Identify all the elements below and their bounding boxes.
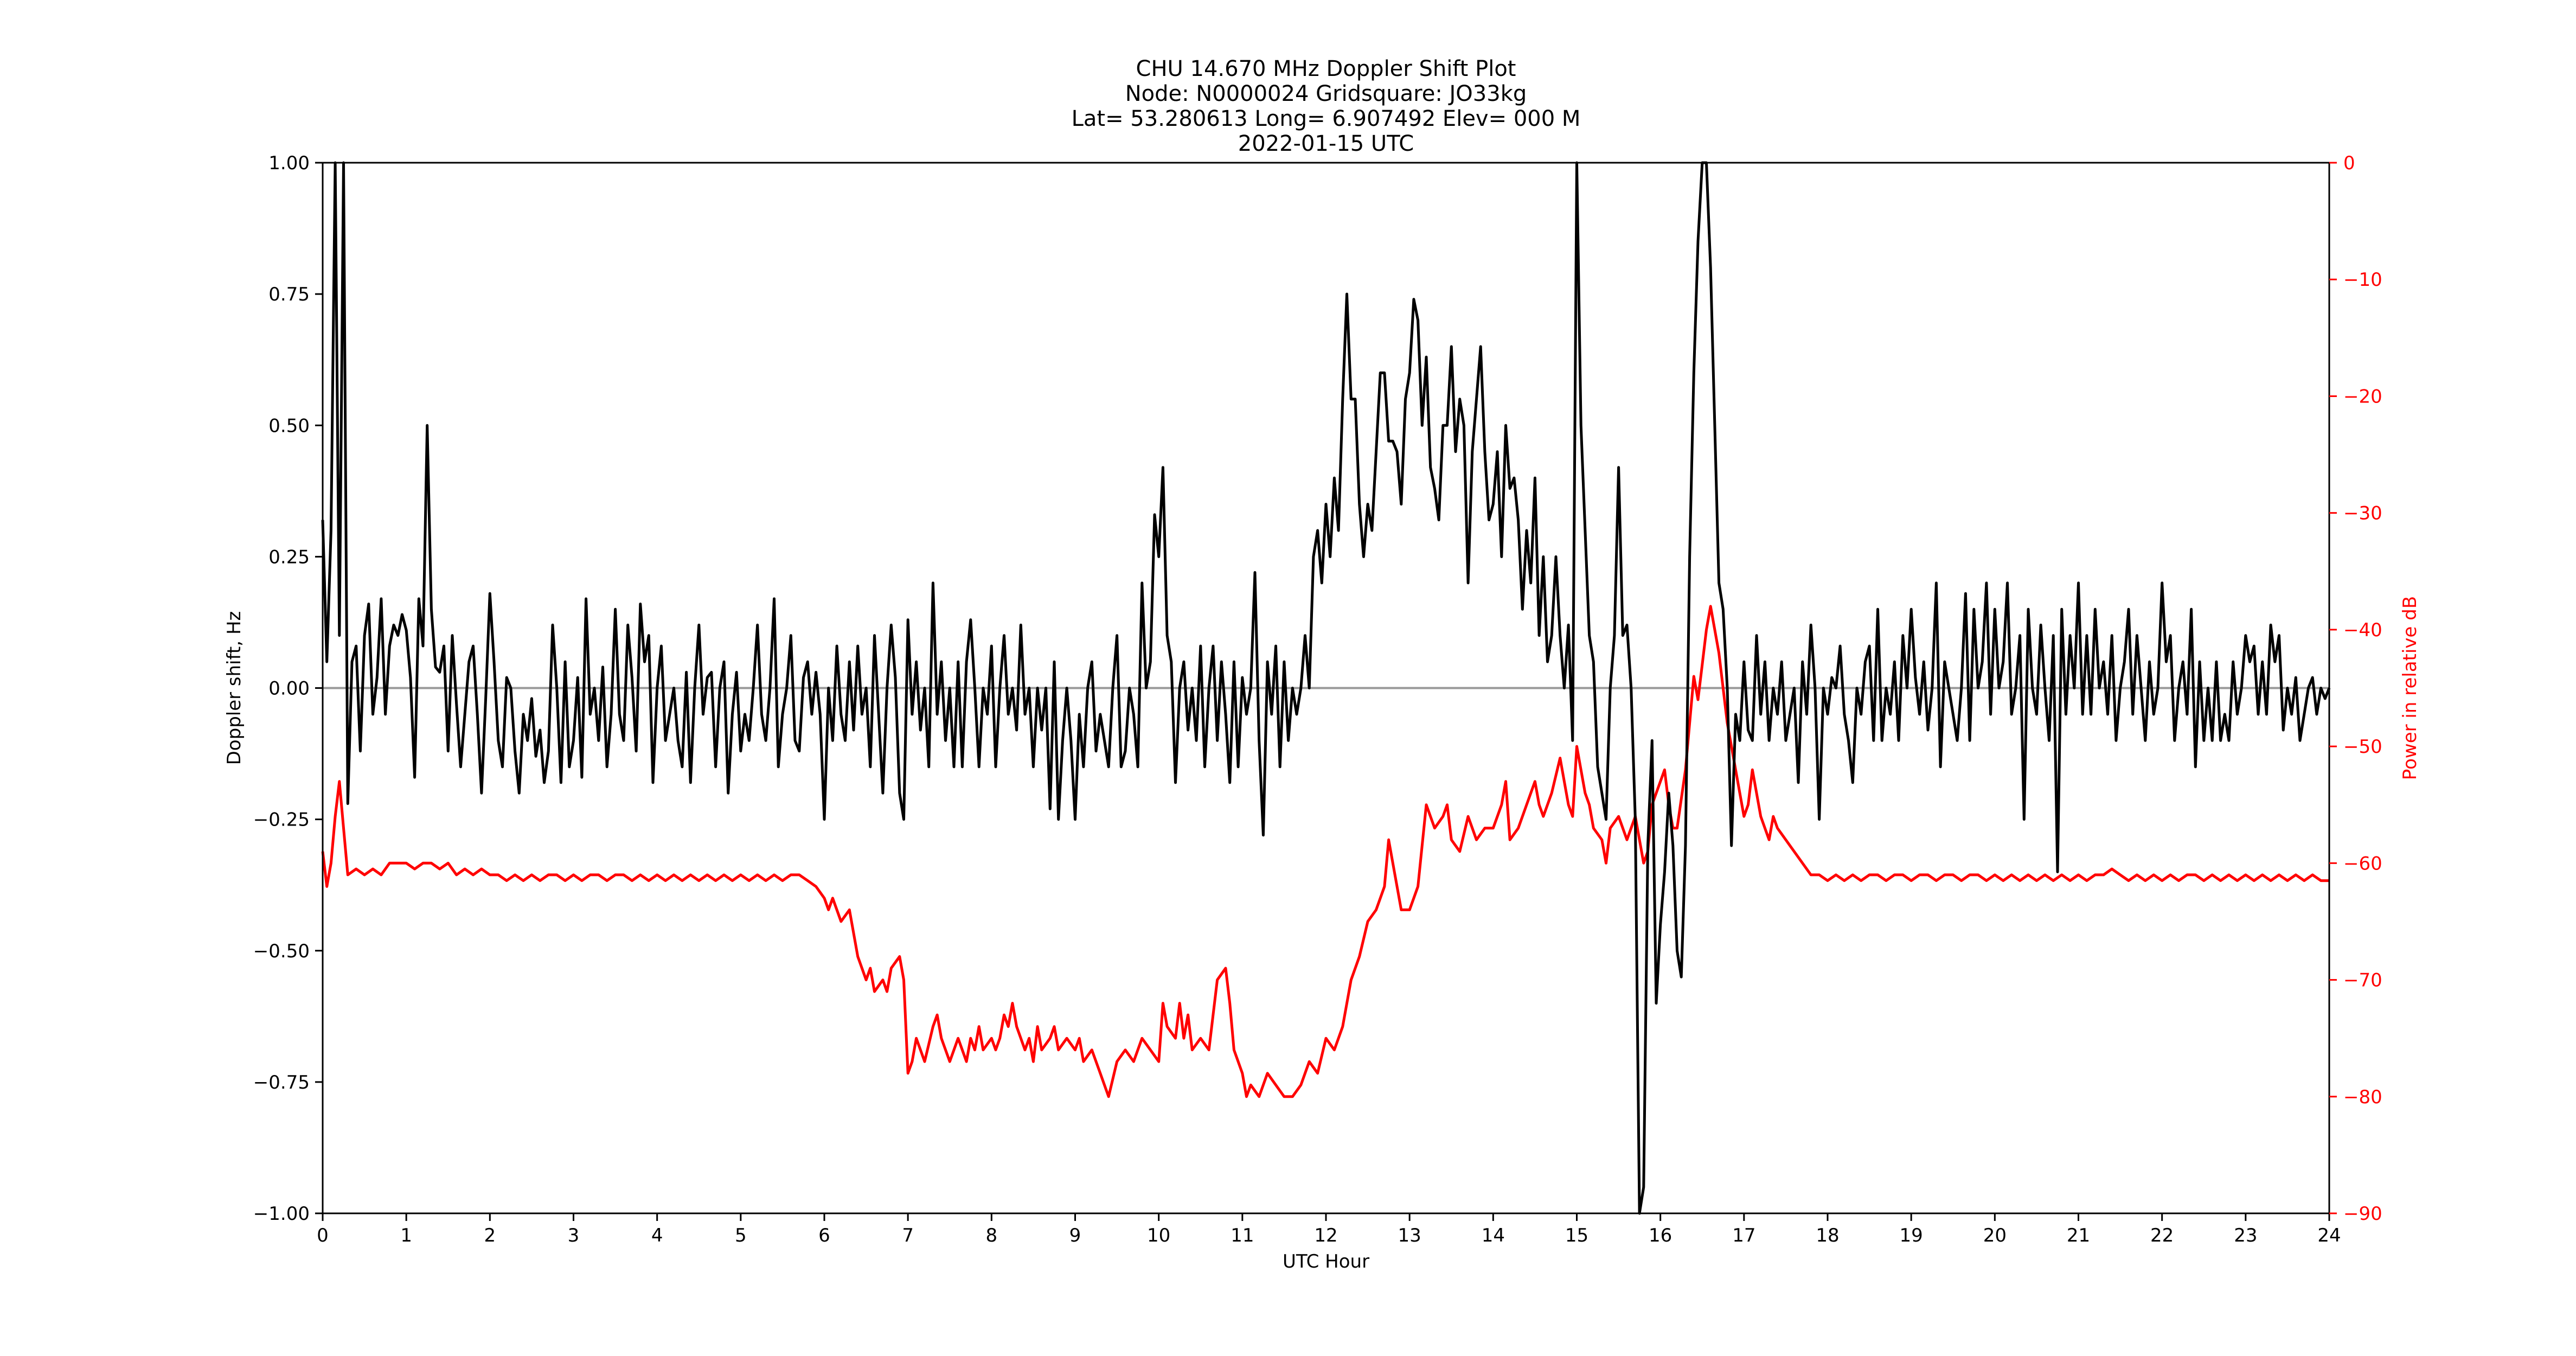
x-tick-label: 1 — [400, 1225, 412, 1246]
y-tick-label-left: −0.25 — [253, 809, 310, 831]
x-tick-label: 9 — [1069, 1225, 1081, 1246]
y-tick-label-left: 1.00 — [268, 152, 310, 174]
title-line-2: Node: N0000024 Gridsquare: JO33kg — [1125, 81, 1527, 106]
x-tick-label: 4 — [651, 1225, 663, 1246]
y-tick-label-left: −0.75 — [253, 1072, 310, 1093]
x-tick-label: 12 — [1314, 1225, 1337, 1246]
x-tick-label: 21 — [2067, 1225, 2090, 1246]
y-axis-label-left: Doppler shift, Hz — [223, 611, 245, 765]
x-axis: 0 1 2 3 4 5 6 7 8 9 10 11 12 13 14 15 16 17 18 19 20 21 22 23 24 — [317, 1213, 2341, 1246]
y-axis-right: −90 −80 −70 −60 −50 −40 −30 −20 −10 0 — [2329, 152, 2382, 1225]
y-tick-label-right: −10 — [2343, 269, 2382, 291]
doppler-series-line — [321, 161, 2331, 1215]
y-axis-label-right: Power in relative dB — [2399, 596, 2421, 780]
y-axis-left: −1.00 −0.75 −0.50 −0.25 0.00 0.25 0.50 0.75 1.00 — [253, 152, 323, 1225]
x-tick-label: 15 — [1565, 1225, 1588, 1246]
x-tick-label: 13 — [1398, 1225, 1421, 1246]
x-tick-label: 8 — [986, 1225, 998, 1246]
x-tick-label: 11 — [1231, 1225, 1254, 1246]
x-tick-label: 16 — [1649, 1225, 1672, 1246]
y-tick-label-right: −80 — [2343, 1086, 2382, 1108]
title-line-4: 2022-01-15 UTC — [1238, 131, 1414, 156]
x-tick-label: 6 — [818, 1225, 830, 1246]
x-tick-label: 18 — [1816, 1225, 1839, 1246]
x-tick-label: 5 — [735, 1225, 747, 1246]
x-axis-label: UTC Hour — [1283, 1251, 1369, 1272]
x-tick-label: 20 — [1983, 1225, 2007, 1246]
x-tick-label: 0 — [317, 1225, 329, 1246]
title-line-3: Lat= 53.280613 Long= 6.907492 Elev= 000 … — [1072, 106, 1581, 131]
y-tick-label-left: 0.50 — [268, 415, 310, 437]
y-tick-label-right: 0 — [2343, 152, 2355, 174]
x-tick-label: 2 — [484, 1225, 496, 1246]
x-tick-label: 7 — [902, 1225, 914, 1246]
y-tick-label-left: 0.00 — [268, 678, 310, 700]
y-tick-label-left: −1.00 — [253, 1203, 310, 1225]
y-tick-label-right: −90 — [2343, 1203, 2382, 1225]
power-series-line — [321, 605, 2329, 1098]
x-tick-label: 17 — [1732, 1225, 1755, 1246]
y-tick-label-right: −30 — [2343, 503, 2382, 525]
y-tick-label-left: 0.75 — [268, 284, 310, 305]
x-tick-label: 23 — [2234, 1225, 2257, 1246]
y-tick-label-right: −60 — [2343, 853, 2382, 874]
chart-title: CHU 14.670 MHz Doppler Shift Plot Node: … — [1072, 56, 1581, 156]
x-tick-label: 22 — [2150, 1225, 2174, 1246]
y-tick-label-right: −50 — [2343, 736, 2382, 758]
title-line-1: CHU 14.670 MHz Doppler Shift Plot — [1136, 56, 1516, 81]
y-tick-label-right: −20 — [2343, 386, 2382, 407]
x-tick-label: 14 — [1482, 1225, 1505, 1246]
x-tick-label: 10 — [1147, 1225, 1170, 1246]
y-tick-label-left: −0.50 — [253, 941, 310, 962]
x-tick-label: 19 — [1900, 1225, 1923, 1246]
x-tick-label: 3 — [568, 1225, 580, 1246]
y-tick-label-right: −40 — [2343, 619, 2382, 641]
y-tick-label-right: −70 — [2343, 970, 2382, 992]
x-tick-label: 24 — [2317, 1225, 2341, 1246]
y-tick-label-left: 0.25 — [268, 546, 310, 568]
